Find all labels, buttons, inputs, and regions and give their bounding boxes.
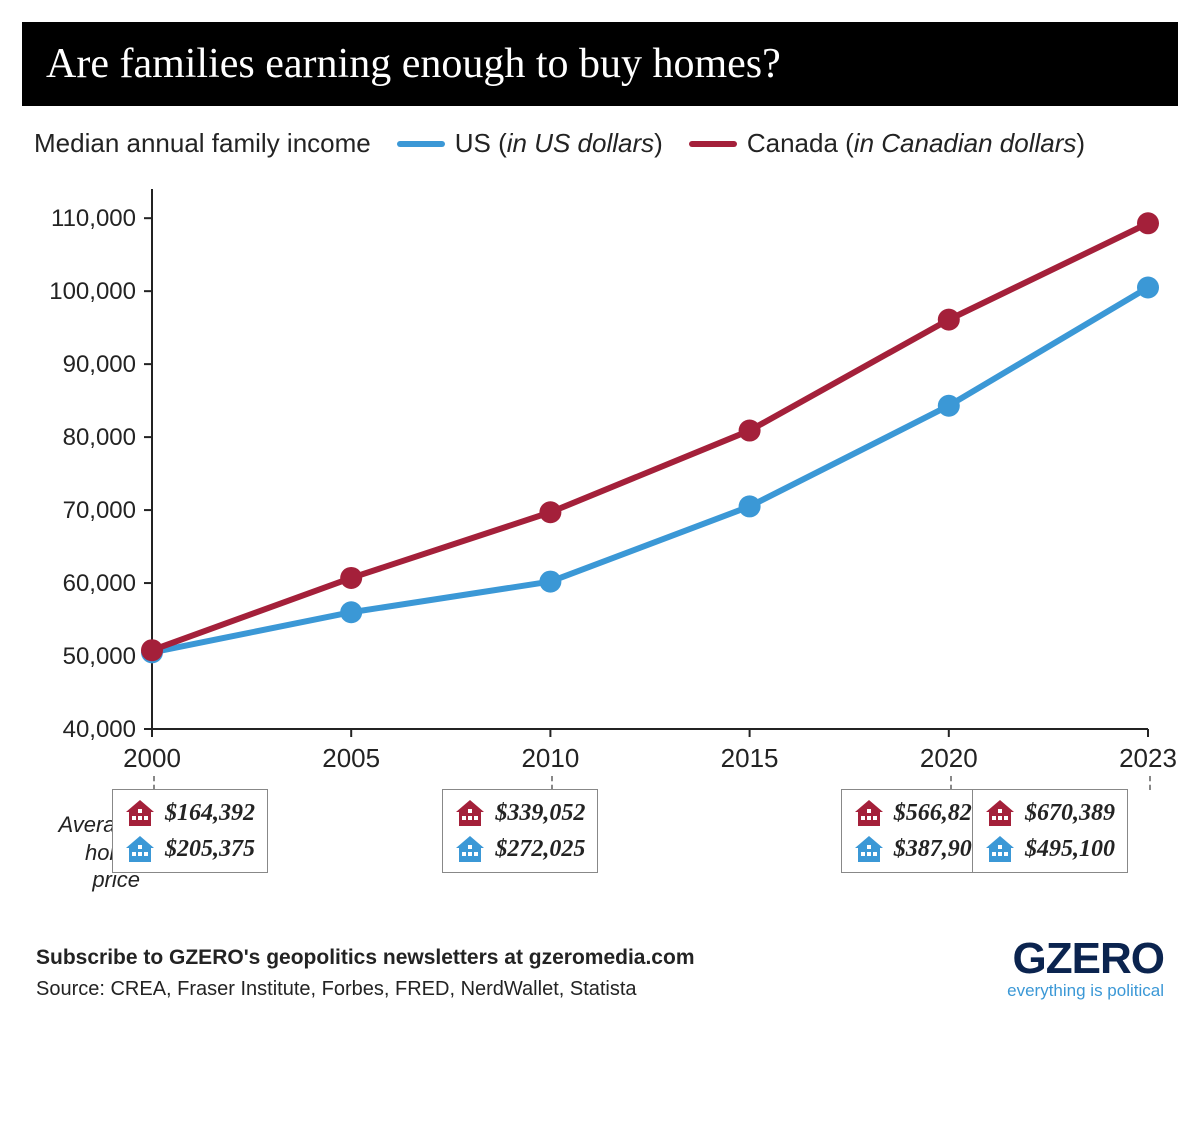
line-chart: 40,000 50,000 60,000 70,000 80,000 90,000 100,… (22, 169, 1178, 789)
subscribe-text: Subscribe to GZERO's geopolitics newslet… (36, 946, 695, 970)
source-text: Source: CREA, Fraser Institute, Forbes, … (36, 978, 695, 1001)
svg-text:2005: 2005 (322, 743, 380, 773)
svg-text:60,000: 60,000 (63, 570, 136, 597)
house-icon (983, 798, 1017, 828)
svg-text:2010: 2010 (521, 743, 579, 773)
price-us: $205,375 (123, 834, 255, 864)
house-icon (983, 834, 1017, 864)
price-canada: $566,828 (852, 798, 984, 828)
svg-text:90,000: 90,000 (63, 351, 136, 378)
legend-item-us: US (in US dollars) (397, 128, 663, 159)
legend-item-canada: Canada (in Canadian dollars) (689, 128, 1085, 159)
legend-swatch-us (397, 141, 445, 147)
svg-text:2000: 2000 (123, 743, 181, 773)
brand-tagline: everything is political (1007, 981, 1164, 1001)
house-icon (123, 834, 157, 864)
price-canada: $339,052 (453, 798, 585, 828)
house-icon (453, 834, 487, 864)
svg-text:2020: 2020 (920, 743, 978, 773)
legend-swatch-canada (689, 141, 737, 147)
home-price-boxes: $164,392$205,375$339,052$272,025$566,828… (150, 789, 1168, 909)
svg-text:2023: 2023 (1119, 743, 1177, 773)
house-icon (852, 834, 886, 864)
svg-text:80,000: 80,000 (63, 424, 136, 451)
page-title: Are families earning enough to buy homes… (22, 22, 1178, 106)
price-box: $164,392 $205,375 (112, 789, 268, 873)
infographic-container: Are families earning enough to buy homes… (0, 0, 1200, 1132)
house-icon (453, 798, 487, 828)
legend-label: Median annual family income (34, 128, 371, 159)
price-us: $495,100 (983, 834, 1115, 864)
brand-block: GZERO everything is political (1007, 939, 1164, 1001)
footer-text: Subscribe to GZERO's geopolitics newslet… (36, 946, 695, 1001)
chart-legend: Median annual family income US (in US do… (22, 106, 1178, 169)
house-icon (852, 798, 886, 828)
footer: Subscribe to GZERO's geopolitics newslet… (22, 939, 1178, 1005)
svg-text:100,000: 100,000 (49, 278, 136, 305)
price-box: $339,052 $272,025 (442, 789, 598, 873)
svg-text:70,000: 70,000 (63, 497, 136, 524)
house-icon (123, 798, 157, 828)
svg-text:50,000: 50,000 (63, 643, 136, 670)
price-us: $272,025 (453, 834, 585, 864)
price-us: $387,900 (852, 834, 984, 864)
chart-svg: 40,000 50,000 60,000 70,000 80,000 90,000 100,… (22, 169, 1178, 789)
home-price-row: Average home price $164,392$205,375$339,… (22, 789, 1178, 909)
price-canada: $670,389 (983, 798, 1115, 828)
svg-text:110,000: 110,000 (51, 205, 136, 232)
price-box: $670,389 $495,100 (972, 789, 1128, 873)
price-canada: $164,392 (123, 798, 255, 828)
svg-text:2015: 2015 (721, 743, 779, 773)
brand-logo: GZERO (1007, 939, 1164, 979)
svg-text:40,000: 40,000 (63, 716, 136, 743)
